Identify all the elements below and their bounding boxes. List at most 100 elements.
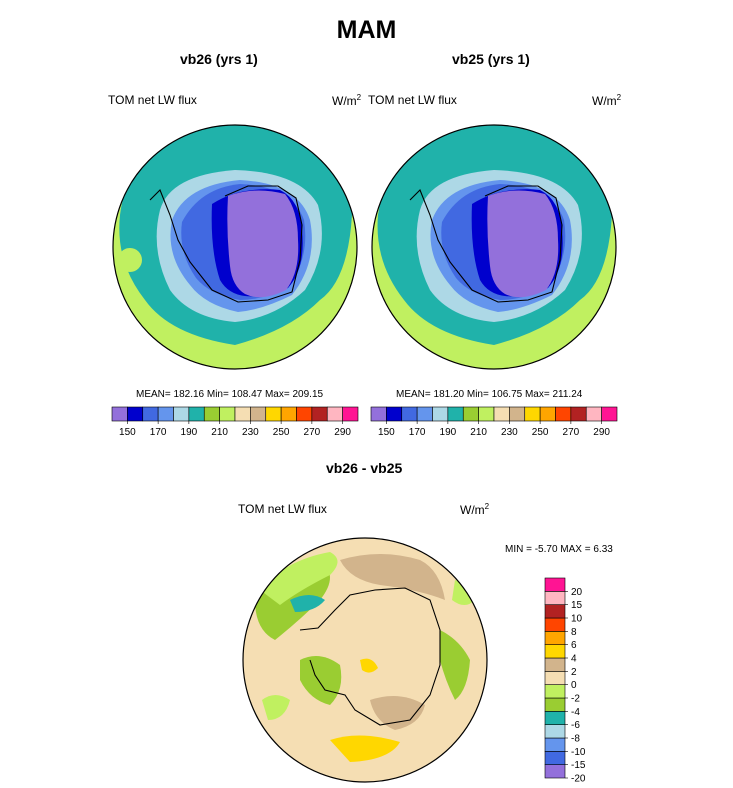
colorbar-vb26-swatch [203, 406, 220, 422]
map-diff-region-d [340, 554, 445, 600]
colorbar-vb26-swatch [219, 406, 236, 422]
colorbar-diff-swatch [544, 764, 566, 779]
colorbar-diff-swatch [544, 751, 566, 765]
colorbar-diff-tick-label: 2 [571, 667, 577, 678]
colorbar-vb25-swatch [539, 406, 556, 422]
colorbar-vb26-swatch [250, 406, 267, 422]
colorbar-diff-swatch [544, 604, 566, 619]
colorbar-diff-tick-label: -15 [571, 760, 586, 771]
colorbar-vb26-swatch [280, 406, 297, 422]
panel-vb26-units: W/m2 [332, 93, 362, 108]
panel-vb25-title: vb25 (yrs 1) [452, 51, 530, 67]
colorbar-vb26-swatch [111, 406, 128, 422]
map-vb26-border [112, 124, 358, 370]
map-diff-region-h [330, 735, 400, 762]
colorbar-vb26-swatch [157, 406, 174, 422]
colorbar-vb26-swatch [265, 406, 282, 422]
colorbar-vb25-tick-label: 190 [440, 427, 457, 438]
panel-vb25-stats: MEAN= 181.20 Min= 106.75 Max= 211.24 [396, 389, 583, 400]
map-vb25-coastline [409, 185, 563, 303]
page-title: MAM [336, 16, 397, 44]
colorbar-vb25-swatch [555, 406, 572, 422]
colorbar-vb25-tick-label: 170 [409, 427, 426, 438]
colorbar-diff-tick-label: -6 [571, 720, 580, 731]
map-vb25-border [371, 124, 617, 370]
colorbar-vb25-swatch [601, 406, 618, 422]
map-diff-region-k [360, 658, 378, 673]
colorbar-diff-tick-label: 0 [571, 680, 577, 691]
colorbar-diff-tick-label: -2 [571, 694, 580, 705]
colorbar-vb26-swatch [234, 406, 251, 422]
colorbar-diff-tick-label: 10 [571, 614, 583, 625]
map-diff [242, 537, 488, 783]
map-diff-coastline [299, 587, 441, 726]
map-vb26-coastline [149, 185, 303, 303]
colorbar-vb26-swatch [188, 406, 205, 422]
panel-vb26-title: vb26 (yrs 1) [180, 51, 258, 67]
colorbar-vb25-tick-label: 150 [378, 427, 395, 438]
colorbar-diff-swatch [544, 617, 566, 632]
map-diff-region-g [370, 696, 425, 730]
diff-panel-title: vb26 - vb25 [326, 460, 403, 476]
colorbar-diff-swatch [544, 724, 566, 739]
map-diff-region-c [290, 595, 325, 612]
panel-vb26-stats: MEAN= 182.16 Min= 108.47 Max= 209.15 [136, 389, 324, 400]
map-diff-region-b [260, 552, 338, 605]
colorbar-vb25-swatch [416, 406, 433, 422]
colorbar-diff-swatch [544, 697, 566, 712]
colorbar-diff-swatch [544, 591, 566, 605]
colorbar-vb25-swatch [447, 406, 464, 422]
colorbar-diff-tick-label: 20 [571, 587, 583, 598]
colorbar-vb26: 150 170 190 210 230 250 270 290 [111, 406, 359, 438]
colorbar-vb25-swatch [386, 406, 403, 422]
map-diff-region-e [300, 656, 342, 705]
colorbar-diff-tick-label: 4 [571, 654, 577, 665]
diff-panel-minmax: MIN = -5.70 MAX = 6.33 [505, 544, 613, 555]
colorbar-diff-swatch [544, 684, 566, 699]
panel-vb25-units: W/m2 [592, 93, 622, 108]
colorbar-diff-tick-label: -20 [571, 774, 586, 785]
colorbar-diff-swatch [544, 577, 566, 592]
map-diff-region-j [452, 580, 475, 605]
colorbar-vb26-tick-label: 290 [334, 427, 351, 438]
map-vb25 [371, 124, 617, 370]
colorbar-vb26-swatch [296, 406, 313, 422]
colorbar-vb25: 150 170 190 210 230 250 270 290 [370, 406, 618, 438]
colorbar-diff-swatch [544, 644, 566, 659]
map-diff-region-f [440, 630, 470, 700]
map-vb26-core-purple [227, 190, 299, 298]
colorbar-diff-tick-label: -4 [571, 707, 580, 718]
colorbar-vb25-tick-label: 270 [563, 427, 580, 438]
colorbar-vb25-swatch [585, 406, 602, 422]
colorbar-vb26-tick-label: 210 [211, 427, 228, 438]
colorbar-vb26-tick-label: 250 [273, 427, 290, 438]
colorbar-vb25-swatch [493, 406, 510, 422]
colorbar-diff-swatch [544, 671, 566, 685]
colorbar-diff-tick-label: -8 [571, 734, 580, 745]
colorbar-diff-tick-label: 15 [571, 600, 583, 611]
colorbar-vb25-tick-label: 210 [470, 427, 487, 438]
colorbar-diff-tick-label: 6 [571, 640, 577, 651]
colorbar-vb26-swatch [326, 406, 343, 422]
colorbar-vb26-swatch [173, 406, 190, 422]
colorbar-diff-swatch [544, 657, 566, 672]
colorbar-diff-tick-label: -10 [571, 747, 586, 758]
colorbar-vb26-swatch [127, 406, 144, 422]
colorbar-vb26-tick-label: 230 [242, 427, 259, 438]
colorbar-vb25-swatch [570, 406, 587, 422]
colorbar-vb26-tick-label: 170 [150, 427, 167, 438]
colorbar-vb26-tick-label: 270 [304, 427, 321, 438]
colorbar-vb26-swatch [342, 406, 359, 422]
colorbar-vb26-tick-label: 150 [119, 427, 136, 438]
diff-panel-units: W/m2 [460, 502, 490, 517]
colorbar-vb25-swatch [370, 406, 387, 422]
colorbar-diff-swatch [544, 711, 566, 725]
colorbar-vb25-swatch [524, 406, 541, 422]
colorbar-vb25-tick-label: 250 [532, 427, 549, 438]
colorbar-vb25-tick-label: 230 [501, 427, 518, 438]
panel-vb25-variable-label: TOM net LW flux [368, 93, 457, 107]
map-diff-border [242, 537, 488, 783]
colorbar-vb25-swatch [478, 406, 495, 422]
